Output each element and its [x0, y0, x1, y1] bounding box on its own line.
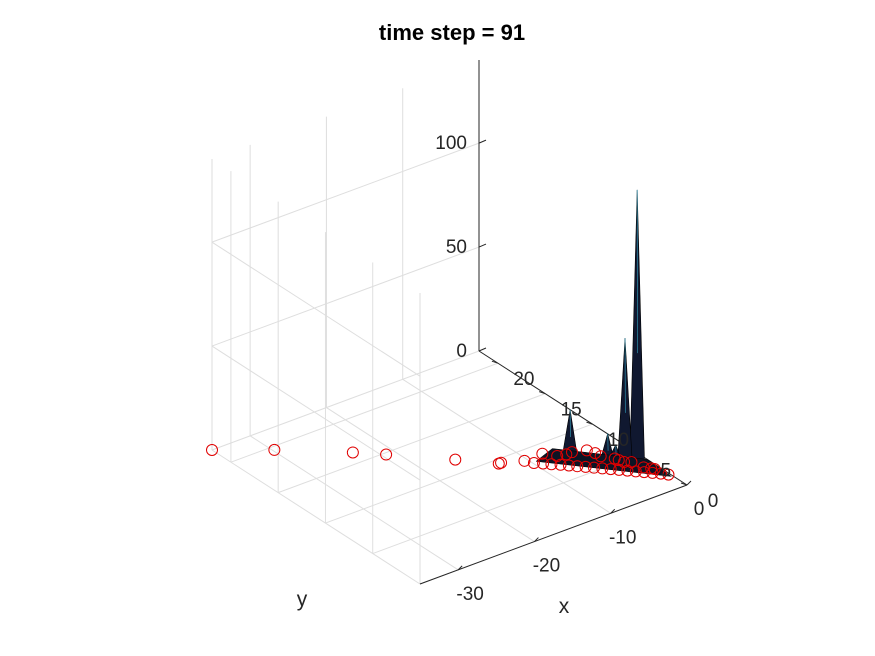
data-point	[551, 450, 564, 463]
scatter-markers	[206, 443, 675, 481]
floor-gridline-x	[402, 378, 611, 514]
x-axis-line	[419, 484, 688, 585]
data-point	[625, 456, 638, 469]
data-point	[206, 444, 218, 456]
x-tick-mark	[457, 565, 463, 571]
floor-gridline-y	[325, 423, 593, 524]
y-tick-mark	[586, 421, 593, 425]
surface-plot	[535, 189, 672, 477]
z-tick-mark	[478, 347, 487, 352]
x-tick-mark	[610, 508, 616, 514]
data-point	[527, 457, 540, 470]
z-tick-mark	[478, 139, 487, 144]
x-tick-label: -10	[609, 527, 636, 548]
x-axis-label: x	[559, 595, 570, 618]
floor-gridline-y	[230, 362, 499, 463]
data-point	[562, 459, 575, 472]
data-point	[565, 446, 578, 459]
data-point	[654, 467, 667, 480]
y-tick-mark	[539, 391, 546, 395]
wall-gridline-z	[211, 350, 480, 451]
data-point	[571, 460, 584, 473]
y-tick-label: 20	[513, 369, 534, 390]
data-point	[594, 450, 607, 463]
floor-gridline-y	[278, 393, 546, 494]
data-point	[380, 448, 393, 461]
data-point	[587, 461, 600, 474]
data-point	[545, 458, 558, 471]
z-tick-label: 0	[456, 341, 467, 362]
y-tick-mark	[680, 482, 688, 486]
wall-gridline-z	[211, 241, 421, 377]
data-point	[346, 446, 359, 459]
data-point	[449, 453, 462, 466]
x-tick-label: -20	[533, 556, 560, 577]
x-tick-mark	[686, 480, 692, 486]
y-tick-label: 10	[608, 430, 629, 451]
x-tick-label: 0	[694, 499, 705, 520]
floor-gridline-x	[249, 435, 459, 571]
wall-gridline-z	[211, 449, 421, 585]
surface-base	[535, 448, 672, 477]
data-point	[596, 462, 609, 475]
data-point	[618, 455, 631, 468]
data-point	[580, 444, 593, 457]
x-tick-label: -30	[456, 584, 483, 605]
data-point	[495, 456, 508, 469]
data-point	[537, 457, 550, 470]
y-tick-mark	[491, 360, 499, 364]
chart-title: time step = 91	[379, 20, 525, 45]
y-axis-label: y	[297, 588, 308, 611]
floor-gridline-x	[326, 407, 535, 542]
y-tick-label: 15	[561, 400, 582, 421]
wall-gridline-z	[211, 142, 480, 243]
z-tick-label: 50	[446, 237, 467, 258]
data-point	[579, 460, 592, 473]
y-tick-label: 0	[708, 491, 719, 512]
y-tick-label: 5	[660, 461, 671, 482]
data-point	[662, 468, 675, 481]
z-tick-label: 100	[435, 133, 467, 154]
data-point	[560, 448, 573, 461]
data-point	[554, 458, 567, 471]
data-point	[518, 454, 531, 467]
wall-gridline-z	[211, 345, 421, 481]
data-point	[645, 462, 658, 475]
grid	[211, 60, 688, 585]
data-point	[589, 447, 602, 460]
floor-gridline-y	[372, 454, 640, 555]
data-point	[612, 454, 625, 467]
data-point	[604, 463, 617, 476]
data-point	[536, 447, 549, 460]
z-tick-mark	[478, 243, 487, 248]
wall-gridline-z	[211, 246, 480, 347]
x-tick-mark	[534, 537, 539, 542]
data-point	[268, 443, 281, 456]
